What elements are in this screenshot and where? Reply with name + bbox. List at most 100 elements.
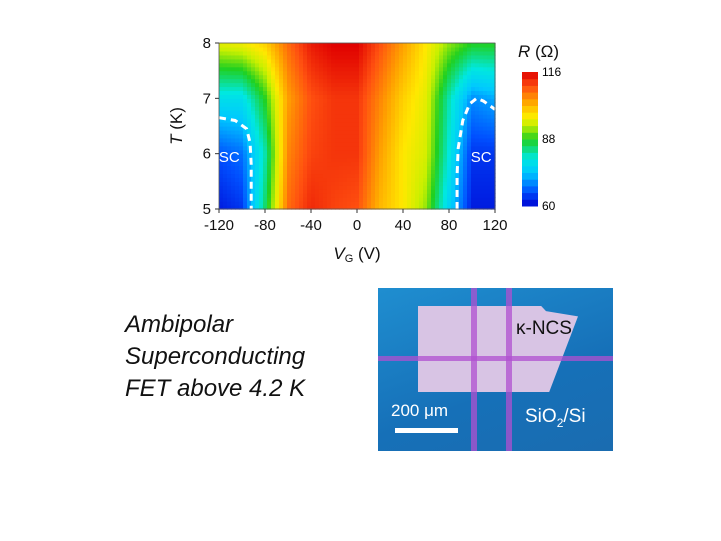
heatmap-cell [243, 54, 248, 60]
heatmap-cell [487, 50, 492, 56]
heatmap-cell [335, 58, 340, 64]
heatmap-cell [487, 74, 492, 80]
heatmap-cell [299, 43, 304, 48]
heatmap-cell [463, 197, 468, 202]
heatmap-cell [343, 106, 348, 111]
heatmap-cell [423, 169, 428, 175]
heatmap-cell [251, 90, 256, 95]
heatmap-cell [379, 106, 384, 111]
heatmap-cell [295, 193, 300, 198]
heatmap-cell [487, 46, 492, 52]
heatmap-cell [307, 205, 312, 210]
heatmap-cell [323, 110, 328, 115]
heatmap-cell [379, 94, 384, 99]
heatmap-cell [243, 165, 248, 171]
heatmap-cell [435, 86, 440, 92]
heatmap-cell [223, 78, 228, 84]
heatmap-cell [303, 46, 308, 52]
heatmap-cell [463, 70, 468, 76]
heatmap-cell [307, 181, 312, 186]
heatmap-cell [335, 94, 340, 99]
heatmap-cell [351, 153, 356, 159]
heatmap-cell [235, 189, 240, 194]
heatmap-cell [427, 153, 432, 159]
heatmap-cell [471, 122, 476, 127]
heatmap-cell [387, 70, 392, 76]
heatmap-cell [339, 46, 344, 52]
heatmap-cell [235, 54, 240, 60]
heatmap-cell [403, 43, 408, 48]
heatmap-cell [371, 189, 376, 194]
heatmap-cell [351, 94, 356, 99]
heatmap-cell [491, 189, 496, 194]
heatmap-cell [295, 189, 300, 194]
heatmap-cell [279, 189, 284, 194]
heatmap-cell [399, 173, 404, 178]
heatmap-cell [415, 197, 420, 202]
heatmap-cell [255, 201, 260, 206]
heatmap-cell [367, 106, 372, 111]
heatmap-cell [271, 145, 276, 151]
heatmap-cell [307, 126, 312, 131]
heatmap-cell [355, 197, 360, 202]
heatmap-cell [487, 193, 492, 198]
heatmap-cell [435, 90, 440, 95]
heatmap-cell [355, 86, 360, 92]
heatmap-cell [247, 157, 252, 163]
heatmap-cell [371, 90, 376, 95]
heatmap-cell [231, 58, 236, 64]
heatmap-cell [455, 94, 460, 99]
heatmap-cell [487, 110, 492, 115]
heatmap-cell [463, 137, 468, 143]
heatmap-cell [379, 118, 384, 123]
heatmap-cell [231, 62, 236, 68]
colorbar-title: R (Ω) [518, 42, 559, 61]
heatmap-cell [471, 201, 476, 206]
heatmap-cell [355, 98, 360, 103]
heatmap-cell [395, 50, 400, 56]
heatmap-cell [359, 189, 364, 194]
heatmap-cell [339, 118, 344, 123]
heatmap-cell [363, 70, 368, 76]
heatmap-cell [307, 149, 312, 155]
y-tick-label: 7 [203, 90, 211, 107]
heatmap-cell [451, 169, 456, 175]
heatmap-cell [463, 66, 468, 72]
heatmap-cell [407, 173, 412, 178]
heatmap-cell [323, 43, 328, 48]
heatmap-cell [255, 157, 260, 163]
heatmap-cell [411, 114, 416, 119]
heatmap-cell [467, 126, 472, 131]
heatmap-cell [371, 70, 376, 76]
heatmap-cell [239, 82, 244, 88]
heatmap-cell [347, 193, 352, 198]
heatmap-cell [339, 197, 344, 202]
heatmap-cell [283, 74, 288, 80]
heatmap-cell [315, 74, 320, 80]
heatmap-cell [307, 157, 312, 163]
heatmap-cell [335, 201, 340, 206]
heatmap-cell [219, 185, 224, 190]
heatmap-cell [323, 50, 328, 56]
heatmap-cell [311, 90, 316, 95]
heatmap-cell [251, 161, 256, 167]
heatmap-cell [295, 141, 300, 147]
heatmap-cell [475, 181, 480, 186]
heatmap-cell [231, 122, 236, 127]
heatmap-cell [243, 157, 248, 163]
heatmap-cell [479, 118, 484, 123]
heatmap-cell [443, 149, 448, 155]
heatmap-cell [407, 133, 412, 139]
heatmap-cell [335, 173, 340, 178]
heatmap-cell [251, 145, 256, 151]
heatmap-cell [479, 58, 484, 64]
heatmap-cell [307, 62, 312, 68]
heatmap-cell [291, 70, 296, 76]
x-tick-label: 40 [395, 217, 412, 234]
heatmap-cell [339, 94, 344, 99]
heatmap-cell [387, 165, 392, 171]
heatmap-cell [355, 106, 360, 111]
heatmap-cell [371, 161, 376, 167]
heatmap-cell [483, 181, 488, 186]
heatmap-cell [227, 197, 232, 202]
